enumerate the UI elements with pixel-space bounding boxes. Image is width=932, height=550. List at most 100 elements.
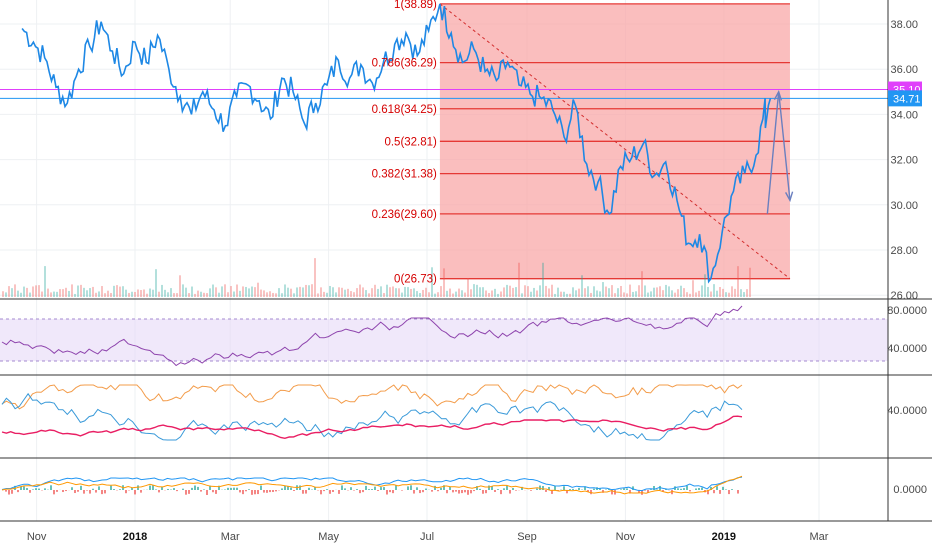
macd-histogram-bar [401,490,403,491]
macd-histogram-bar [185,490,187,495]
macd-histogram-bar [98,486,100,490]
macd-histogram-bar [320,490,322,495]
macd-histogram-bar [161,486,163,490]
volume-bar [62,289,64,297]
volume-bar [362,287,364,297]
macd-histogram-bar [656,489,658,490]
volume-bar [470,289,472,297]
volume-bar [377,288,379,297]
volume-bar [512,287,514,297]
volume-bar [584,288,586,297]
macd-histogram-bar [563,486,565,490]
volume-bar [431,267,433,297]
macd-histogram-bar [152,485,154,490]
macd-histogram-bar [206,490,208,495]
macd-histogram-bar [458,490,460,494]
volume-bar [731,286,733,297]
macd-histogram-bar [215,490,217,494]
macd-histogram-bar [722,486,724,490]
fib-level-label: 0(26.73) [394,274,437,286]
macd-histogram-bar [110,485,112,490]
macd-histogram-bar [494,490,496,492]
macd-histogram-bar [158,490,160,493]
macd-histogram-bar [464,490,466,493]
dmi-plus-line [1,384,743,410]
macd-histogram-bar [89,490,91,494]
volume-bar [623,292,625,297]
macd-histogram-bar [251,490,253,495]
volume-bar [392,286,394,297]
macd-histogram-bar [599,488,601,490]
volume-bar [146,293,148,297]
macd-histogram-bar [95,490,97,493]
macd-histogram-bar [629,490,631,494]
time-tick-label: Mar [810,531,829,543]
volume-bar [167,292,169,297]
volume-bar [521,293,523,297]
volume-bar [2,291,4,297]
volume-bar [557,287,559,297]
macd-histogram-bar [113,489,115,490]
macd-histogram-bar [74,490,76,494]
macd-histogram-bar [506,485,508,490]
volume-bar [662,290,664,297]
macd-histogram-bar [65,490,67,492]
macd-histogram-bar [350,487,352,490]
volume-bar [725,292,727,297]
macd-histogram-bar [287,486,289,490]
volume-bar [683,288,685,297]
volume-bar [473,284,475,297]
volume-bar [644,285,646,297]
price-reference-lines [0,89,888,99]
volume-bar [419,293,421,297]
volume-bar [290,288,292,297]
volume-bar [119,286,121,297]
volume-bar [329,285,331,297]
macd-histogram-bar [500,490,502,495]
macd-histogram-bar [341,485,343,490]
macd-histogram-bar [119,489,121,490]
macd-histogram-bar [305,490,307,494]
volume-bar [719,287,721,297]
macd-histogram-bar [452,490,454,493]
macd-histogram-bar [716,486,718,490]
macd-histogram-bar [725,489,727,490]
macd-histogram-bar [677,488,679,490]
fib-level-label: 1(38.89) [394,0,437,11]
volume-bar [545,285,547,297]
volume-bar [710,291,712,297]
macd-histogram-bar [101,490,103,495]
macd-histogram-bar [437,490,439,492]
macd-histogram-bar [548,486,550,490]
volume-bar [194,293,196,297]
fibonacci-levels [439,3,790,280]
macd-histogram-bar [263,490,265,493]
volume-bar [80,284,82,297]
volume-bar [488,292,490,297]
macd-histogram-bar [461,490,463,494]
volume-bar [572,287,574,297]
volume-bar [446,290,448,297]
volume-bar [386,284,388,297]
volume-bar [251,286,253,297]
time-tick-label: Sep [517,531,537,543]
volume-bar [335,292,337,297]
macd-histogram-bar [5,490,7,492]
macd-histogram-bar [194,485,196,490]
volume-bar [149,288,151,297]
time-tick-label: May [318,531,339,543]
volume-bar [434,293,436,297]
macd-histogram-bar [266,490,268,493]
macd-histogram-bar [389,490,391,493]
volume-bar [284,284,286,297]
macd-histogram-bar [383,487,385,490]
volume-bar [326,292,328,297]
macd-histogram-bar [515,490,517,491]
macd-histogram-bar [707,490,709,495]
macd-histogram-bar [233,487,235,490]
macd-histogram-bar [188,490,190,494]
macd-histogram-bar [359,490,361,494]
price-tags: 35.1034.71 [888,81,922,107]
macd-histogram-bar [488,485,490,490]
volume-bar [737,266,739,297]
